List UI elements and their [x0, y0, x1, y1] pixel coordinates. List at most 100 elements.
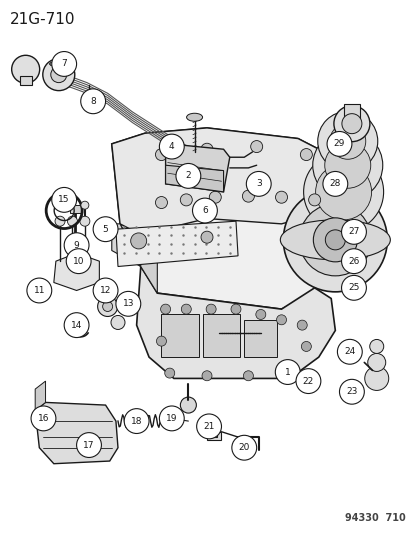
- Circle shape: [275, 360, 299, 384]
- Circle shape: [326, 132, 351, 156]
- Polygon shape: [140, 235, 157, 293]
- Text: 5: 5: [102, 225, 108, 233]
- Text: 13: 13: [122, 300, 134, 308]
- Circle shape: [333, 106, 369, 142]
- Circle shape: [299, 204, 370, 276]
- Polygon shape: [54, 253, 99, 290]
- Circle shape: [324, 142, 370, 188]
- Text: 21: 21: [203, 422, 214, 431]
- Circle shape: [116, 292, 140, 316]
- Circle shape: [164, 368, 174, 378]
- Text: 19: 19: [166, 414, 177, 423]
- Circle shape: [313, 218, 356, 262]
- Text: 3: 3: [255, 180, 261, 188]
- Circle shape: [325, 230, 344, 250]
- Circle shape: [297, 320, 306, 330]
- Text: 23: 23: [345, 387, 357, 396]
- Circle shape: [81, 89, 105, 114]
- Text: 10: 10: [73, 257, 84, 265]
- Circle shape: [284, 368, 294, 378]
- Circle shape: [246, 172, 271, 196]
- Circle shape: [155, 197, 167, 208]
- Polygon shape: [165, 144, 229, 192]
- Circle shape: [275, 191, 287, 203]
- Polygon shape: [35, 381, 45, 410]
- Text: 11: 11: [33, 286, 45, 295]
- Circle shape: [192, 198, 217, 223]
- Text: 16: 16: [38, 414, 49, 423]
- Circle shape: [315, 164, 371, 220]
- Polygon shape: [116, 221, 237, 266]
- Circle shape: [76, 433, 101, 457]
- Circle shape: [308, 194, 320, 206]
- Circle shape: [52, 52, 76, 76]
- Circle shape: [131, 233, 146, 249]
- Circle shape: [27, 278, 52, 303]
- Text: 6: 6: [202, 206, 207, 215]
- Polygon shape: [343, 104, 359, 124]
- Circle shape: [250, 141, 262, 152]
- Circle shape: [93, 217, 118, 241]
- Text: 8: 8: [90, 97, 96, 106]
- Circle shape: [341, 220, 366, 244]
- Circle shape: [276, 315, 286, 325]
- Circle shape: [317, 111, 377, 171]
- Circle shape: [301, 342, 311, 351]
- Circle shape: [196, 414, 221, 439]
- Text: 28: 28: [329, 180, 340, 188]
- Circle shape: [312, 130, 382, 200]
- Text: 24: 24: [343, 348, 355, 356]
- Circle shape: [201, 143, 212, 155]
- Text: 18: 18: [131, 417, 142, 425]
- Circle shape: [84, 92, 94, 102]
- Circle shape: [180, 397, 196, 413]
- Circle shape: [231, 435, 256, 460]
- Circle shape: [38, 279, 45, 286]
- Circle shape: [159, 406, 184, 431]
- Text: 4: 4: [169, 142, 174, 151]
- Text: 25: 25: [347, 284, 359, 292]
- Circle shape: [209, 191, 221, 203]
- Circle shape: [329, 123, 365, 159]
- Text: 21G-710: 21G-710: [10, 12, 75, 27]
- Circle shape: [81, 201, 89, 209]
- Circle shape: [367, 353, 385, 372]
- Text: 12: 12: [100, 286, 111, 295]
- Circle shape: [55, 216, 65, 226]
- Polygon shape: [206, 432, 221, 440]
- Circle shape: [159, 134, 184, 159]
- Circle shape: [67, 216, 77, 226]
- Circle shape: [12, 55, 40, 83]
- Polygon shape: [112, 128, 359, 309]
- Text: 14: 14: [71, 321, 82, 329]
- Polygon shape: [112, 128, 339, 235]
- Polygon shape: [35, 402, 118, 464]
- Circle shape: [180, 194, 192, 206]
- Polygon shape: [69, 205, 81, 213]
- Circle shape: [295, 369, 320, 393]
- Circle shape: [242, 190, 254, 202]
- Polygon shape: [165, 165, 223, 192]
- Circle shape: [230, 304, 240, 314]
- Text: 20: 20: [238, 443, 249, 452]
- Circle shape: [93, 278, 118, 303]
- Circle shape: [341, 249, 366, 273]
- Text: 94330  710: 94330 710: [344, 513, 405, 523]
- Circle shape: [64, 233, 89, 257]
- Circle shape: [341, 114, 361, 134]
- Text: 1: 1: [284, 368, 290, 376]
- Circle shape: [155, 149, 167, 160]
- Polygon shape: [202, 314, 240, 357]
- Polygon shape: [244, 320, 277, 357]
- Circle shape: [322, 172, 347, 196]
- Circle shape: [102, 302, 112, 311]
- Circle shape: [97, 296, 117, 317]
- Circle shape: [43, 59, 75, 91]
- Text: 27: 27: [347, 228, 359, 236]
- Text: 17: 17: [83, 441, 95, 449]
- Polygon shape: [136, 266, 335, 378]
- Circle shape: [176, 164, 200, 188]
- Circle shape: [341, 276, 366, 300]
- Text: 2: 2: [185, 172, 191, 180]
- Circle shape: [51, 67, 66, 83]
